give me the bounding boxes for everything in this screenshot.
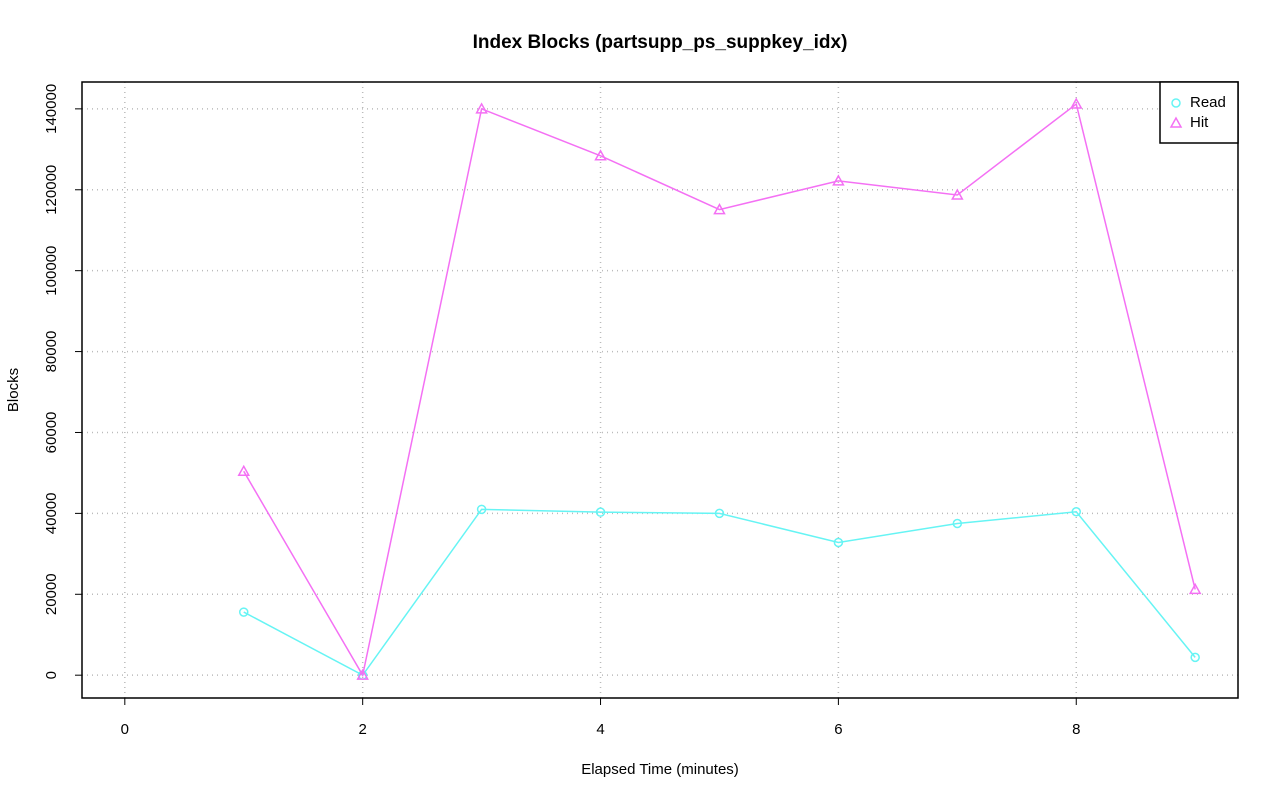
point xyxy=(713,203,726,215)
point xyxy=(951,188,964,200)
y-tick-label: 120000 xyxy=(43,165,60,215)
y-tick-label: 140000 xyxy=(43,84,60,134)
x-tick-label: 0 xyxy=(121,721,129,738)
x-tick-label: 6 xyxy=(834,721,842,738)
point xyxy=(952,518,963,529)
y-tick-label: 20000 xyxy=(43,573,60,615)
plot-frame xyxy=(81,81,1239,699)
point xyxy=(1190,652,1200,663)
y-tick-label: 80000 xyxy=(43,331,60,373)
y-axis-label: Blocks xyxy=(5,368,22,412)
x-tick-label: 2 xyxy=(359,721,367,738)
point xyxy=(595,507,606,517)
x-tick-label: 4 xyxy=(596,721,604,738)
legend-label: Hit xyxy=(1190,114,1209,131)
point xyxy=(832,174,845,186)
point xyxy=(238,607,249,617)
chart-title: Index Blocks (partsupp_ps_suppkey_idx) xyxy=(473,32,848,53)
point xyxy=(714,508,725,519)
point xyxy=(476,504,487,515)
legend-marker xyxy=(1169,116,1183,128)
legend-label: Read xyxy=(1190,94,1226,111)
y-tick-label: 40000 xyxy=(43,493,60,535)
x-axis-label: Elapsed Time (minutes) xyxy=(581,761,739,778)
point xyxy=(594,149,607,161)
x-tick-label: 8 xyxy=(1072,721,1080,738)
series-line xyxy=(243,508,1196,677)
series-line xyxy=(243,102,1196,678)
legend-marker xyxy=(1171,98,1181,108)
legend-box xyxy=(1159,81,1239,144)
point xyxy=(1069,97,1083,109)
y-tick-label: 60000 xyxy=(43,412,60,454)
y-tick-label: 0 xyxy=(43,671,60,679)
point xyxy=(356,668,369,680)
y-tick-label: 100000 xyxy=(43,246,60,296)
point xyxy=(475,102,488,114)
point xyxy=(1071,507,1082,517)
point xyxy=(237,464,251,477)
point xyxy=(833,537,844,548)
point xyxy=(1188,582,1202,595)
